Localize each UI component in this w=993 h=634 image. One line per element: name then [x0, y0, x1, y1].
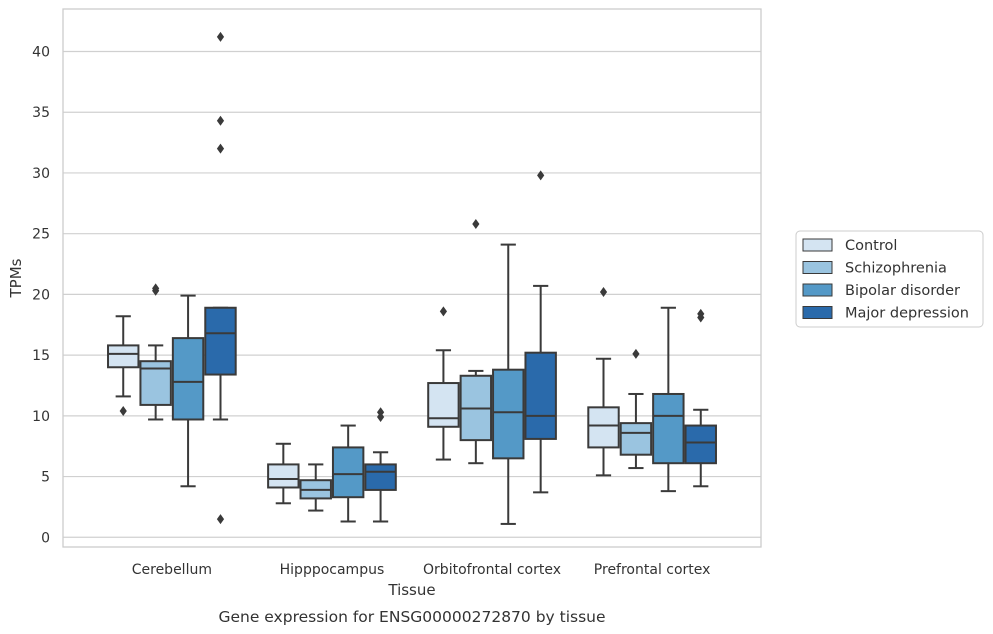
box [619, 348, 653, 470]
y-tick-label: 30 [32, 166, 50, 182]
outlier-point [152, 283, 160, 294]
y-tick-label: 10 [32, 409, 50, 425]
outlier-point [537, 170, 545, 181]
y-tick-label: 5 [41, 470, 50, 486]
x-tick-label: Prefrontal cortex [594, 562, 711, 578]
box-body [524, 351, 557, 440]
x-tick-label: Orbitofrontal cortex [423, 562, 561, 578]
box [139, 283, 172, 421]
box [107, 315, 140, 416]
box-body [171, 337, 205, 421]
outlier-point [632, 348, 640, 359]
y-tick-label: 25 [32, 227, 50, 243]
box-body [619, 422, 653, 456]
y-tick-label: 35 [32, 105, 50, 121]
y-tick-label: 40 [32, 45, 50, 61]
y-tick-label: 0 [41, 530, 50, 546]
y-axis-tick-labels: 0 5 10 15 20 25 30 35 40 [32, 45, 50, 547]
box [652, 306, 685, 493]
outlier-point [216, 31, 225, 42]
box-body [107, 344, 140, 369]
box [364, 407, 397, 523]
legend-swatch [802, 283, 833, 297]
box-body [492, 368, 525, 460]
legend-label: Schizophrenia [845, 261, 947, 277]
x-axis-title: Tissue [387, 581, 435, 599]
plot-area-frame [62, 8, 762, 548]
legend-swatch [802, 261, 833, 274]
box-body [587, 406, 620, 449]
y-axis-title: TPMs [7, 258, 25, 298]
legend-frame [795, 230, 984, 328]
legend-label: Major depression [845, 306, 969, 322]
box [204, 31, 237, 525]
outlier-point [216, 115, 225, 126]
legend-label: Bipolar disorder [845, 283, 960, 299]
box [171, 294, 205, 488]
box-body [267, 463, 300, 489]
box-body [331, 446, 365, 499]
legend: Control Schizophrenia Bipolar disorder Majo… [795, 230, 984, 328]
box [492, 243, 525, 525]
box [331, 424, 365, 523]
outlier-point [376, 407, 385, 418]
box [524, 170, 557, 494]
outlier-point [216, 514, 225, 525]
box-body [204, 306, 237, 376]
x-tick-label: Cerebellum [132, 562, 212, 578]
legend-swatch [802, 306, 833, 319]
y-tick-label: 20 [32, 287, 50, 303]
box-series [107, 31, 717, 525]
x-axis-tick-labels: Cerebellum Hipppocampus Orbitofrontal cort… [132, 562, 711, 578]
box [587, 286, 620, 477]
box-body [364, 463, 397, 491]
y-tick-label: 15 [32, 348, 50, 364]
box [459, 218, 493, 465]
legend-swatch [802, 238, 833, 252]
gridlines [63, 50, 761, 538]
outlier-point [439, 306, 448, 317]
outlier-point [472, 218, 480, 229]
box [684, 308, 717, 488]
chart-caption: Gene expression for ENSG00000272870 by t… [218, 608, 605, 626]
box-body [427, 382, 460, 428]
box [267, 442, 300, 505]
outlier-point [599, 286, 608, 297]
box [299, 463, 332, 512]
legend-label: Control [845, 238, 897, 254]
box [427, 306, 460, 461]
outlier-point [697, 308, 705, 319]
x-tick-label: Hipppocampus [280, 562, 385, 578]
box-body [652, 392, 685, 465]
outlier-point [216, 143, 225, 154]
box-body [684, 424, 717, 465]
outlier-point [119, 405, 127, 416]
